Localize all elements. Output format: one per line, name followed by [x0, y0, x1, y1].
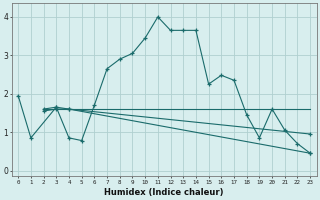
- X-axis label: Humidex (Indice chaleur): Humidex (Indice chaleur): [104, 188, 224, 197]
